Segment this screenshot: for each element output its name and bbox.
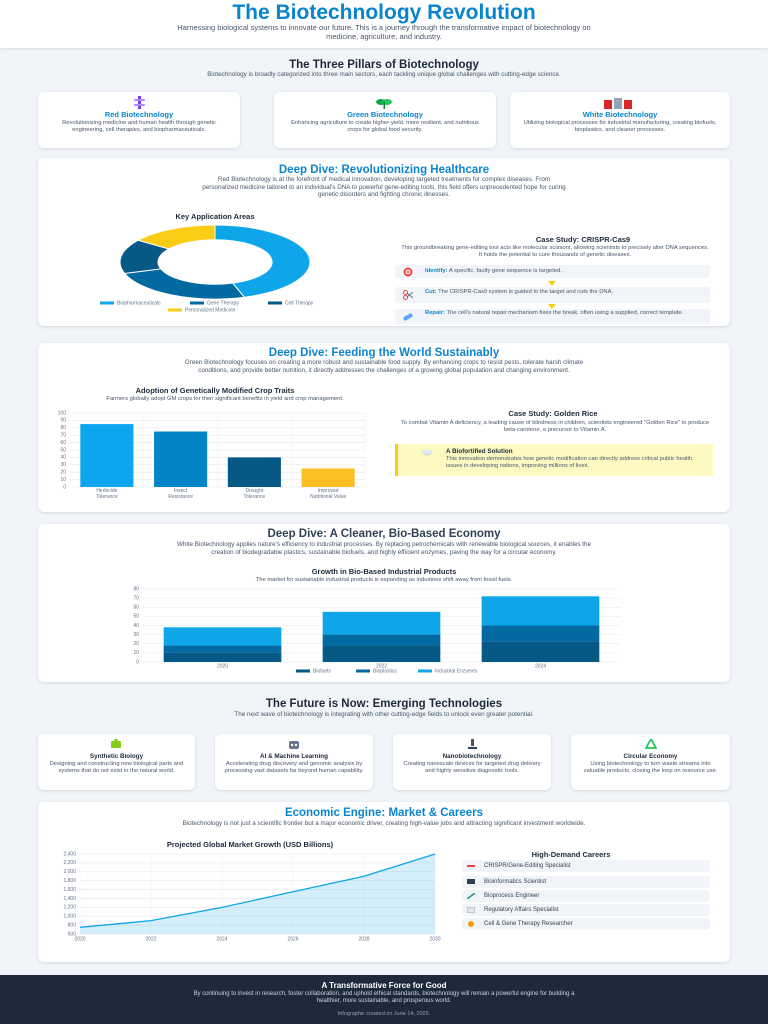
section-title: Deep Dive: Feeding the World Sustainably — [268, 347, 500, 359]
section-intro: Biotechnology is broadly categorized int… — [207, 71, 561, 78]
section-intro: Green Biotechnology focuses on creating … — [184, 359, 584, 374]
section-intro: Biotechnology is not just a scientific f… — [182, 820, 586, 827]
chart-title: Growth in Bio-Based Industrial Products — [311, 567, 457, 576]
career-name: Bioprocess Engineer — [484, 893, 540, 899]
step: Identify: A specific, faulty gene sequen… — [395, 265, 710, 278]
x-tick-label: Improved Nutritional Value — [309, 488, 347, 500]
step-text: A specific, faulty gene sequence is targ… — [448, 268, 562, 274]
puzzle-icon — [111, 739, 121, 748]
footer — [0, 975, 768, 1024]
careers-title: High-Demand Careers — [531, 850, 611, 859]
career-name: CRISPR/Gene-Editing Specialist — [484, 863, 571, 869]
chart-subtitle: Farmers globally adopt GM crops for thei… — [106, 396, 344, 402]
career-item: Bioprocess Engineer — [462, 890, 710, 902]
chart-subtitle: The market for sustainable industrial pr… — [255, 577, 513, 583]
card-text: Accelerating drug discovery and genomic … — [224, 761, 364, 774]
card-title: Red Biotechnology — [104, 110, 174, 119]
step: Repair: The cell's natural repair mechan… — [395, 309, 710, 324]
footer-text: By continuing to invest in research, fos… — [193, 991, 575, 1004]
section-title: Deep Dive: Revolutionizing Healthcare — [278, 164, 490, 176]
career-name: Regulatory Affairs Specialist — [484, 907, 559, 913]
step-label: Cut: — [425, 289, 437, 295]
callout-title: A Biofortified Solution — [446, 448, 513, 455]
future-card — [571, 734, 730, 790]
down-arrow — [548, 281, 556, 286]
footer-credit: Infographic created on June 14, 2025. — [337, 1011, 431, 1017]
section-intro: Red Biotechnology is at the forefront of… — [202, 176, 566, 199]
step-text: The CRISPR-Cas9 system is guided to the … — [438, 289, 614, 295]
chart-title: Key Application Areas — [175, 212, 255, 221]
chart-title: Projected Global Market Growth (USD Bill… — [166, 840, 334, 849]
down-arrow — [548, 304, 556, 309]
card-text: Using biotechnology to turn waste stream… — [583, 761, 718, 774]
chart-title: Adoption of Genetically Modified Crop Tr… — [135, 386, 295, 395]
career-name: Bioinformatics Scientist — [484, 879, 547, 885]
step-text: The cell's natural repair mechanism fixe… — [446, 310, 684, 316]
career-item: Cell & Gene Therapy Researcher — [462, 918, 710, 930]
step-label: Identify: — [425, 268, 448, 274]
career-name: Cell & Gene Therapy Researcher — [484, 921, 573, 927]
case-title: Case Study: Golden Rice — [508, 409, 598, 418]
microscope-icon — [468, 739, 477, 749]
case-text: This groundbreaking gene-editing tool ac… — [401, 245, 709, 258]
robot-icon — [289, 741, 299, 749]
case-title: Case Study: CRISPR-Cas9 — [535, 235, 631, 244]
card-title: White Biotechnology — [582, 110, 658, 119]
rice-icon — [421, 450, 433, 456]
white-icon — [604, 98, 632, 109]
step: Cut: The CRISPR-Cas9 system is guided to… — [395, 287, 710, 303]
card-text: Creating nanoscale devices for targeted … — [403, 761, 541, 774]
x-tick-label: Insect Resistance — [168, 488, 193, 500]
section-title: Economic Engine: Market & Careers — [284, 807, 484, 819]
footer-title: A Transformative Force for Good — [321, 981, 447, 990]
career-item: CRISPR/Gene-Editing Specialist — [462, 860, 710, 872]
card-text: Utilizing biological processes for indus… — [523, 120, 717, 133]
green-icon — [376, 99, 392, 109]
step-label: Repair: — [425, 310, 445, 316]
career-item: Bioinformatics Scientist — [462, 876, 710, 888]
x-tick-label: Herbicide Tolerance — [96, 488, 118, 500]
case-text: To combat Vitamin A deficiency, a leadin… — [400, 420, 710, 433]
recycle-icon — [645, 739, 657, 749]
repair-icon — [403, 313, 413, 321]
section-title: The Future is Now: Emerging Technologies — [265, 698, 503, 710]
section-intro: The next wave of biotechnology is integr… — [234, 711, 534, 718]
callout — [395, 444, 713, 476]
section-title: The Three Pillars of Biotechnology — [289, 59, 479, 71]
x-tick-label: Drought Tolerance — [243, 488, 266, 500]
target-icon — [403, 267, 413, 277]
page-subtitle: Harnessing biological systems to innovat… — [177, 23, 591, 41]
card-title: Nanobiotechnology — [442, 753, 502, 760]
card-title: AI & Machine Learning — [260, 753, 328, 760]
card-title: Circular Economy — [623, 753, 678, 760]
card-title: Green Biotechnology — [347, 110, 423, 119]
callout-text: This innovation demonstrates how genetic… — [446, 456, 693, 469]
card-text: Revolutionizing medicine and human healt… — [62, 120, 216, 133]
card-title: Synthetic Biology — [89, 753, 144, 760]
career-item: Regulatory Affairs Specialist — [462, 904, 710, 916]
red-icon — [134, 96, 145, 109]
section-intro: White Biotechnology applies nature's eff… — [176, 541, 592, 556]
page-title: The Biotechnology Revolution — [232, 1, 536, 24]
section-title: Deep Dive: A Cleaner, Bio-Based Economy — [267, 528, 501, 540]
header — [0, 0, 768, 48]
card-text: Designing and constructing new biologica… — [49, 761, 184, 774]
scissors-icon — [403, 290, 413, 300]
card-text: Enhancing agriculture to create higher-y… — [291, 120, 479, 133]
